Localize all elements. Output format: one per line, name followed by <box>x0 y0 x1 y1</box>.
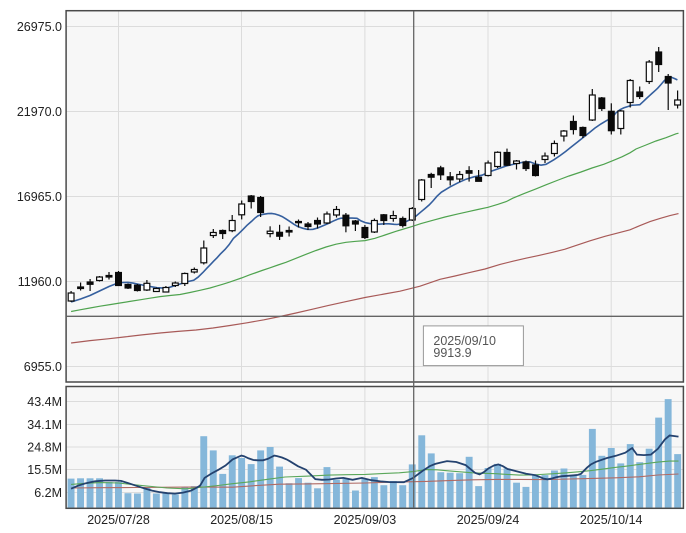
svg-text:2025/07/28: 2025/07/28 <box>87 513 150 527</box>
svg-text:16965.0: 16965.0 <box>17 190 62 204</box>
svg-text:26975.0: 26975.0 <box>17 20 62 34</box>
svg-text:6955.0: 6955.0 <box>24 360 62 374</box>
svg-text:2025/08/15: 2025/08/15 <box>210 513 273 527</box>
svg-text:2025/09/24: 2025/09/24 <box>457 513 520 527</box>
svg-text:11960.0: 11960.0 <box>18 275 62 289</box>
svg-text:24.8M: 24.8M <box>27 441 62 455</box>
svg-text:6.2M: 6.2M <box>34 486 62 500</box>
svg-text:21970.0: 21970.0 <box>17 105 62 119</box>
svg-text:2025/09/10: 2025/09/10 <box>433 334 496 348</box>
svg-text:2025/10/14: 2025/10/14 <box>580 513 643 527</box>
svg-text:43.4M: 43.4M <box>27 395 62 409</box>
svg-text:9913.9: 9913.9 <box>433 346 471 360</box>
svg-text:15.5M: 15.5M <box>27 463 62 477</box>
svg-text:34.1M: 34.1M <box>27 418 62 432</box>
svg-text:2025/09/03: 2025/09/03 <box>334 513 397 527</box>
